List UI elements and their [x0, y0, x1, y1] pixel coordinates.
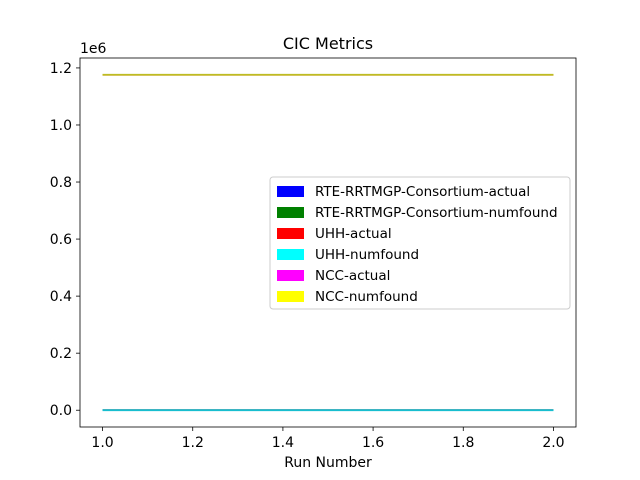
legend-swatch [277, 186, 304, 197]
legend-label: NCC-actual [315, 268, 390, 284]
legend-swatch [277, 228, 304, 239]
legend: RTE-RRTMGP-Consortium-actual RTE-RRTMGP-C… [269, 176, 571, 310]
x-tick-label: 1.0 [91, 435, 113, 451]
legend-box [269, 176, 571, 310]
y-axis: 0.0 0.2 0.4 0.6 0.8 1.0 1.2 [50, 61, 80, 419]
plot-area [79, 57, 577, 428]
legend-swatch [277, 207, 304, 218]
y-axis-offset-label: 1e6 [80, 41, 107, 57]
legend-swatch [277, 249, 304, 260]
legend-swatch [277, 291, 304, 302]
y-tick-label: 0.8 [50, 175, 72, 191]
axes-frame [79, 57, 577, 428]
legend-label: UHH-numfound [315, 247, 419, 263]
x-tick-label: 1.8 [452, 435, 474, 451]
y-tick-label: 0.6 [50, 232, 72, 248]
x-tick-label: 1.4 [272, 435, 294, 451]
y-tick-label: 0.0 [50, 403, 72, 419]
legend-label: RTE-RRTMGP-Consortium-actual [315, 184, 530, 200]
x-axis-label: Run Number [284, 455, 372, 471]
y-tick-label: 0.4 [50, 289, 72, 305]
x-tick-label: 1.2 [182, 435, 204, 451]
y-tick-label: 0.2 [50, 346, 72, 362]
x-axis: 1.0 1.2 1.4 1.6 1.8 2.0 [91, 427, 565, 451]
x-tick-label: 2.0 [542, 435, 564, 451]
legend-swatch [277, 270, 304, 281]
y-tick-label: 1.2 [50, 61, 72, 77]
legend-label: RTE-RRTMGP-Consortium-numfound [315, 205, 558, 221]
y-tick-label: 1.0 [50, 118, 72, 134]
legend-label: UHH-actual [315, 226, 392, 242]
x-tick-label: 1.6 [362, 435, 384, 451]
chart-title: CIC Metrics [283, 34, 373, 53]
legend-label: NCC-numfound [315, 289, 418, 305]
